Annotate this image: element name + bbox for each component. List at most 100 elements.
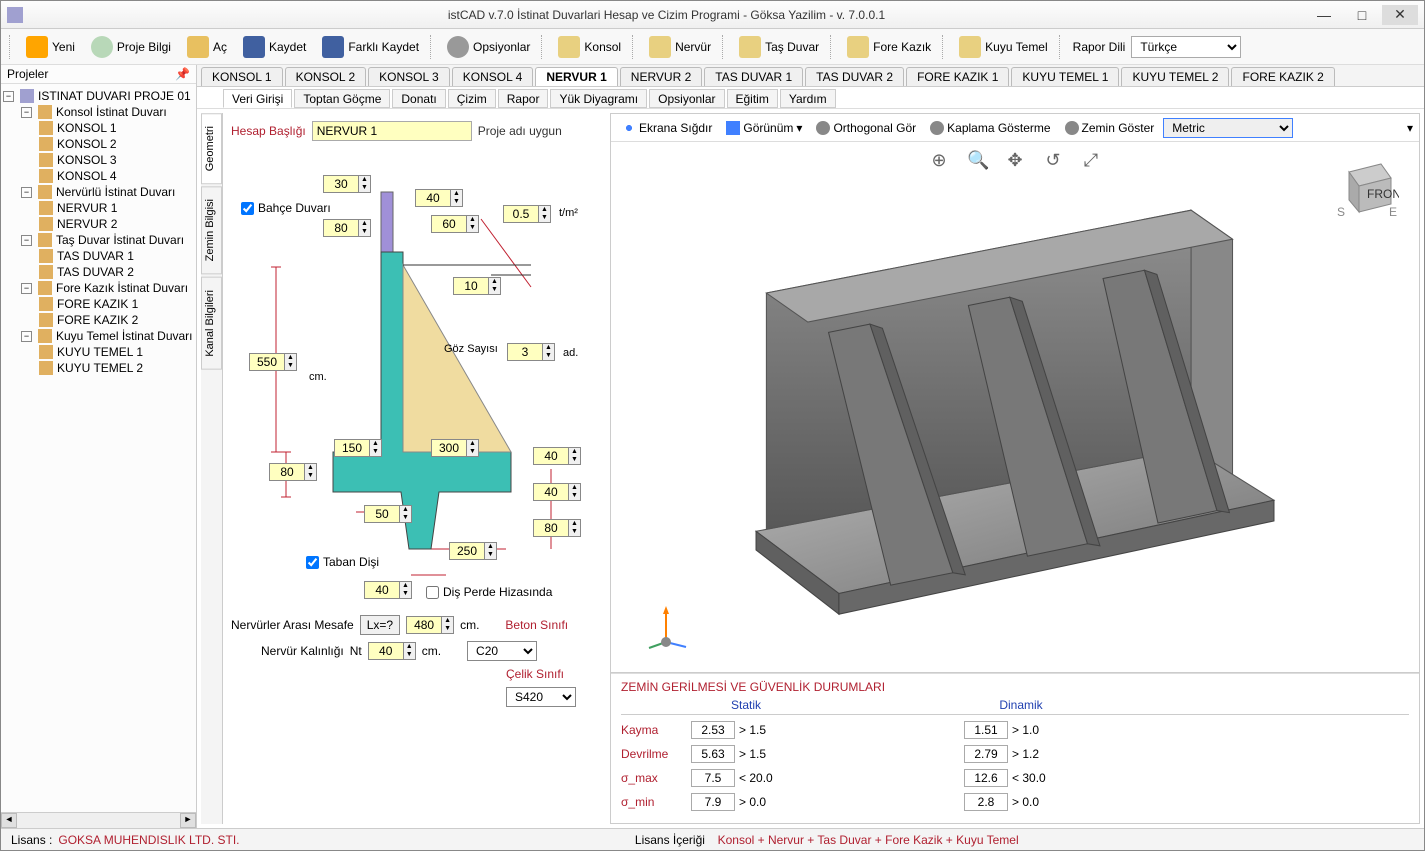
- tree-item[interactable]: FORE KAZIK 2: [39, 312, 194, 328]
- sub-tab[interactable]: Çizim: [448, 89, 496, 108]
- goz-sayisi-input[interactable]: [508, 344, 542, 360]
- tree-item[interactable]: KUYU TEMEL 1: [39, 344, 194, 360]
- vertical-tab[interactable]: Zemin Bilgisi: [201, 186, 222, 274]
- sub-tab[interactable]: Opsiyonlar: [649, 89, 724, 108]
- tree-item[interactable]: KUYU TEMEL 2: [39, 360, 194, 376]
- doc-tab[interactable]: NERVUR 2: [620, 67, 702, 86]
- dim-40a-input[interactable]: [416, 190, 450, 206]
- taban-disi-checkbox[interactable]: [306, 556, 319, 569]
- dim-80-input[interactable]: [324, 220, 358, 236]
- vertical-tab[interactable]: Geometri: [201, 113, 222, 184]
- tree-group[interactable]: −Taş Duvar İstinat Duvarı: [21, 232, 194, 248]
- svg-text:FRONT: FRONT: [1367, 187, 1399, 201]
- 3d-canvas[interactable]: ⊕ 🔍 ✥ ↺ ⤢: [611, 142, 1419, 673]
- report-lang-select[interactable]: Türkçe: [1131, 36, 1241, 58]
- ortho-button[interactable]: Orthogonal Gör: [811, 118, 921, 138]
- options-button[interactable]: Opsiyonlar: [440, 33, 537, 61]
- tree-item[interactable]: KONSOL 4: [39, 168, 194, 184]
- sub-tab[interactable]: Toptan Göçme: [294, 89, 390, 108]
- bahce-duvari-checkbox[interactable]: [241, 202, 254, 215]
- tree-item[interactable]: TAS DUVAR 2: [39, 264, 194, 280]
- nerv-kalin-input[interactable]: [369, 643, 403, 659]
- new-button[interactable]: Yeni: [19, 33, 82, 61]
- doc-tab[interactable]: KUYU TEMEL 2: [1121, 67, 1229, 86]
- view-button[interactable]: Görünüm▾: [721, 118, 807, 138]
- nerv-arasi-input[interactable]: [407, 617, 441, 633]
- doc-tab[interactable]: KONSOL 3: [368, 67, 450, 86]
- dim-80b-input[interactable]: [270, 464, 304, 480]
- dim-150-input[interactable]: [335, 440, 369, 456]
- tree-group[interactable]: −Fore Kazık İstinat Duvarı: [21, 280, 194, 296]
- celik-select[interactable]: S420: [506, 687, 576, 707]
- nervur-module-button[interactable]: Nervür: [642, 33, 718, 61]
- dim-60-input[interactable]: [432, 216, 466, 232]
- dim-05-input[interactable]: [504, 206, 538, 222]
- kuyutemel-module-button[interactable]: Kuyu Temel: [952, 33, 1054, 61]
- dim-80c-input[interactable]: [534, 520, 568, 536]
- view-cube[interactable]: FRONT S E: [1329, 154, 1399, 224]
- zoom-icon[interactable]: 🔍: [967, 150, 987, 170]
- saveas-button[interactable]: Farklı Kaydet: [315, 33, 426, 61]
- shading-button[interactable]: Kaplama Gösterme: [925, 118, 1055, 138]
- units-select[interactable]: Metric: [1163, 118, 1293, 138]
- tree-item[interactable]: KONSOL 3: [39, 152, 194, 168]
- tree-group[interactable]: −Kuyu Temel İstinat Duvarı: [21, 328, 194, 344]
- doc-tab[interactable]: NERVUR 1: [535, 67, 617, 86]
- doc-tab[interactable]: FORE KAZIK 1: [906, 67, 1009, 86]
- tree-item[interactable]: FORE KAZIK 1: [39, 296, 194, 312]
- orbit-icon[interactable]: ↺: [1043, 150, 1063, 170]
- open-button[interactable]: Aç: [180, 33, 234, 61]
- maximize-button[interactable]: □: [1344, 5, 1380, 25]
- close-button[interactable]: ✕: [1382, 5, 1418, 25]
- tree-group[interactable]: −Konsol İstinat Duvarı: [21, 104, 194, 120]
- ground-button[interactable]: Zemin Göster: [1060, 118, 1160, 138]
- dim-300-input[interactable]: [432, 440, 466, 456]
- sub-tab[interactable]: Rapor: [498, 89, 549, 108]
- doc-tab[interactable]: FORE KAZIK 2: [1231, 67, 1334, 86]
- overflow-icon[interactable]: ▾: [1407, 121, 1413, 135]
- expand-icon[interactable]: ⤢: [1081, 150, 1101, 170]
- fit-screen-button[interactable]: Ekrana Sığdır: [617, 118, 717, 138]
- tree-item[interactable]: KONSOL 2: [39, 136, 194, 152]
- doc-tab[interactable]: KONSOL 4: [452, 67, 534, 86]
- doc-tab[interactable]: KONSOL 1: [201, 67, 283, 86]
- pan-icon[interactable]: ✥: [1005, 150, 1025, 170]
- sub-tab[interactable]: Yük Diyagramı: [550, 89, 647, 108]
- dim-550-input[interactable]: [250, 354, 284, 370]
- tree-item[interactable]: KONSOL 1: [39, 120, 194, 136]
- lx-button[interactable]: Lx=?: [360, 615, 400, 635]
- sub-tab[interactable]: Yardım: [780, 89, 836, 108]
- dim-250-input[interactable]: [450, 543, 484, 559]
- doc-tab[interactable]: KONSOL 2: [285, 67, 367, 86]
- konsol-module-button[interactable]: Konsol: [551, 33, 628, 61]
- dim-40c-input[interactable]: [534, 448, 568, 464]
- dim-40d-input[interactable]: [534, 484, 568, 500]
- tasduvar-module-button[interactable]: Taş Duvar: [732, 33, 826, 61]
- sub-tab[interactable]: Donatı: [392, 89, 445, 108]
- sub-tab[interactable]: Veri Girişi: [223, 89, 292, 108]
- dim-40b-input[interactable]: [365, 582, 399, 598]
- sidebar-scrollbar[interactable]: ◄►: [1, 812, 196, 828]
- tree-group[interactable]: −Nervürlü İstinat Duvarı: [21, 184, 194, 200]
- minimize-button[interactable]: —: [1306, 5, 1342, 25]
- project-info-button[interactable]: Proje Bilgi: [84, 33, 178, 61]
- dim-10-input[interactable]: [454, 278, 488, 294]
- doc-tab[interactable]: KUYU TEMEL 1: [1011, 67, 1119, 86]
- dim-50-input[interactable]: [365, 506, 399, 522]
- beton-select[interactable]: C20: [467, 641, 537, 661]
- zoom-in-icon[interactable]: ⊕: [929, 150, 949, 170]
- tree-item[interactable]: NERVUR 2: [39, 216, 194, 232]
- vertical-tab[interactable]: Kanal Bilgileri: [201, 277, 222, 370]
- sub-tab[interactable]: Eğitim: [727, 89, 778, 108]
- tree-item[interactable]: TAS DUVAR 1: [39, 248, 194, 264]
- dim-30-input[interactable]: [324, 176, 358, 192]
- project-tree[interactable]: −ISTINAT DUVARI PROJE 01−Konsol İstinat …: [1, 84, 196, 812]
- dis-perde-checkbox[interactable]: [426, 586, 439, 599]
- doc-tab[interactable]: TAS DUVAR 1: [704, 67, 803, 86]
- save-button[interactable]: Kaydet: [236, 33, 313, 61]
- tree-item[interactable]: NERVUR 1: [39, 200, 194, 216]
- pin-icon[interactable]: 📌: [175, 67, 190, 81]
- forekazik-module-button[interactable]: Fore Kazık: [840, 33, 938, 61]
- hesap-basligi-input[interactable]: [312, 121, 472, 141]
- doc-tab[interactable]: TAS DUVAR 2: [805, 67, 904, 86]
